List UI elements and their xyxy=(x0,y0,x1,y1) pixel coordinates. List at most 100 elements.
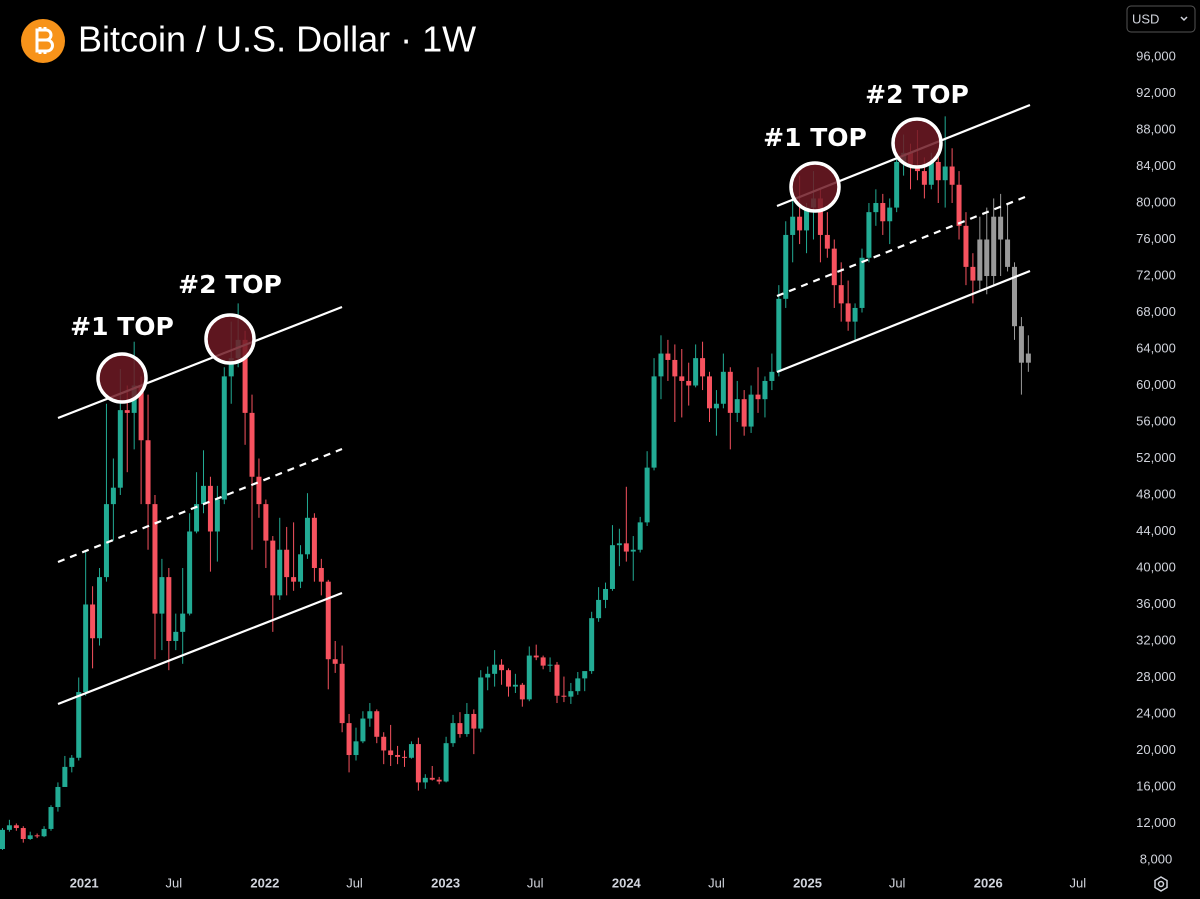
y-tick-label: 80,000 xyxy=(1136,194,1176,209)
candle-body xyxy=(616,543,622,546)
y-tick-label: 64,000 xyxy=(1136,340,1176,355)
candle-body xyxy=(1025,353,1031,363)
settings-icon[interactable] xyxy=(1154,876,1168,892)
candle-body xyxy=(734,399,740,413)
candle-body xyxy=(194,504,200,532)
candle-body xyxy=(110,487,116,505)
candle-body xyxy=(609,545,615,589)
candle-body xyxy=(311,517,317,568)
candle-body xyxy=(928,161,934,185)
candle-body xyxy=(505,670,511,687)
candle-body xyxy=(485,673,491,678)
candle-body xyxy=(402,756,408,758)
currency-label[interactable]: USD xyxy=(1132,11,1159,26)
candle-body xyxy=(998,216,1004,240)
y-tick-label: 60,000 xyxy=(1136,377,1176,392)
candle-body xyxy=(242,339,248,413)
candle-body xyxy=(720,371,726,404)
top-circle xyxy=(204,313,256,365)
top-circle xyxy=(96,352,148,404)
x-tick-label: Jul xyxy=(346,875,363,890)
candle-body xyxy=(1005,239,1011,267)
candle-body xyxy=(339,663,345,724)
candle-body xyxy=(894,161,900,208)
candle-body xyxy=(977,239,983,281)
candle-body xyxy=(970,266,976,281)
dropdown-arrow[interactable] xyxy=(1180,16,1188,22)
candle-body xyxy=(630,549,636,552)
candle-body xyxy=(429,777,435,780)
candle-body xyxy=(256,476,262,505)
settings-dot[interactable] xyxy=(1157,880,1165,888)
candle-body xyxy=(797,216,803,231)
candle-body xyxy=(381,736,387,751)
candle-body xyxy=(152,504,158,614)
x-tick-label: Jul xyxy=(708,875,725,890)
candle-body xyxy=(499,664,505,671)
candle-body xyxy=(27,835,33,839)
candle-body xyxy=(408,744,414,758)
x-tick-label: 2021 xyxy=(70,875,99,890)
candle-body xyxy=(762,380,768,400)
settings-hex[interactable] xyxy=(1154,876,1168,892)
trend-line xyxy=(776,269,1031,374)
candle-body xyxy=(117,410,123,488)
candle-body xyxy=(318,567,324,582)
candle-body xyxy=(41,828,47,837)
candle-body xyxy=(367,711,373,719)
candle-body xyxy=(228,358,234,377)
candle-body xyxy=(284,549,290,578)
candle-body xyxy=(34,835,40,837)
candle-body xyxy=(776,298,782,372)
candle-body xyxy=(526,655,532,700)
candle-body xyxy=(873,203,879,213)
candle-body xyxy=(97,577,103,639)
candle-body xyxy=(921,171,927,185)
candle-body xyxy=(83,604,89,693)
candle-body xyxy=(270,540,276,596)
y-tick-label: 8,000 xyxy=(1140,851,1173,866)
currency-button[interactable] xyxy=(1126,5,1196,33)
candle-body xyxy=(450,723,456,744)
candle-body xyxy=(346,723,352,756)
candle-body xyxy=(859,257,865,308)
candle-body xyxy=(395,755,401,757)
candle-body xyxy=(353,741,359,756)
trend-line xyxy=(776,193,1031,298)
y-tick-label: 76,000 xyxy=(1136,231,1176,246)
candle-body xyxy=(727,371,733,413)
candle-body xyxy=(214,499,220,532)
candle-body xyxy=(69,757,75,767)
candle-body xyxy=(935,161,941,181)
y-tick-label: 12,000 xyxy=(1136,815,1176,830)
y-tick-label: 24,000 xyxy=(1136,705,1176,720)
annotation: #2 TOP xyxy=(865,80,969,109)
candle-body xyxy=(512,684,518,687)
candle-body xyxy=(817,198,823,235)
y-tick-label: 88,000 xyxy=(1136,121,1176,136)
candle-body xyxy=(48,807,54,829)
candle-body xyxy=(852,307,858,322)
annotation: #1 TOP xyxy=(763,123,867,152)
candle-body xyxy=(672,359,678,377)
candle-body xyxy=(332,659,338,664)
candle-body xyxy=(145,440,151,505)
candle-body xyxy=(984,239,990,277)
candle-body xyxy=(374,711,380,737)
candle-body xyxy=(6,825,12,830)
y-tick-label: 92,000 xyxy=(1136,85,1176,100)
candle-body xyxy=(263,504,269,541)
candle-body xyxy=(582,671,588,679)
candle-body xyxy=(76,692,82,758)
logo-glyph xyxy=(35,27,54,54)
candle-body xyxy=(173,631,179,641)
candle-body xyxy=(180,613,186,632)
candle-body xyxy=(845,303,851,322)
candle-body xyxy=(769,371,775,381)
candle-body xyxy=(644,467,650,523)
y-tick-label: 84,000 xyxy=(1136,158,1176,173)
candle-body xyxy=(866,212,872,258)
candle-body xyxy=(13,825,19,829)
